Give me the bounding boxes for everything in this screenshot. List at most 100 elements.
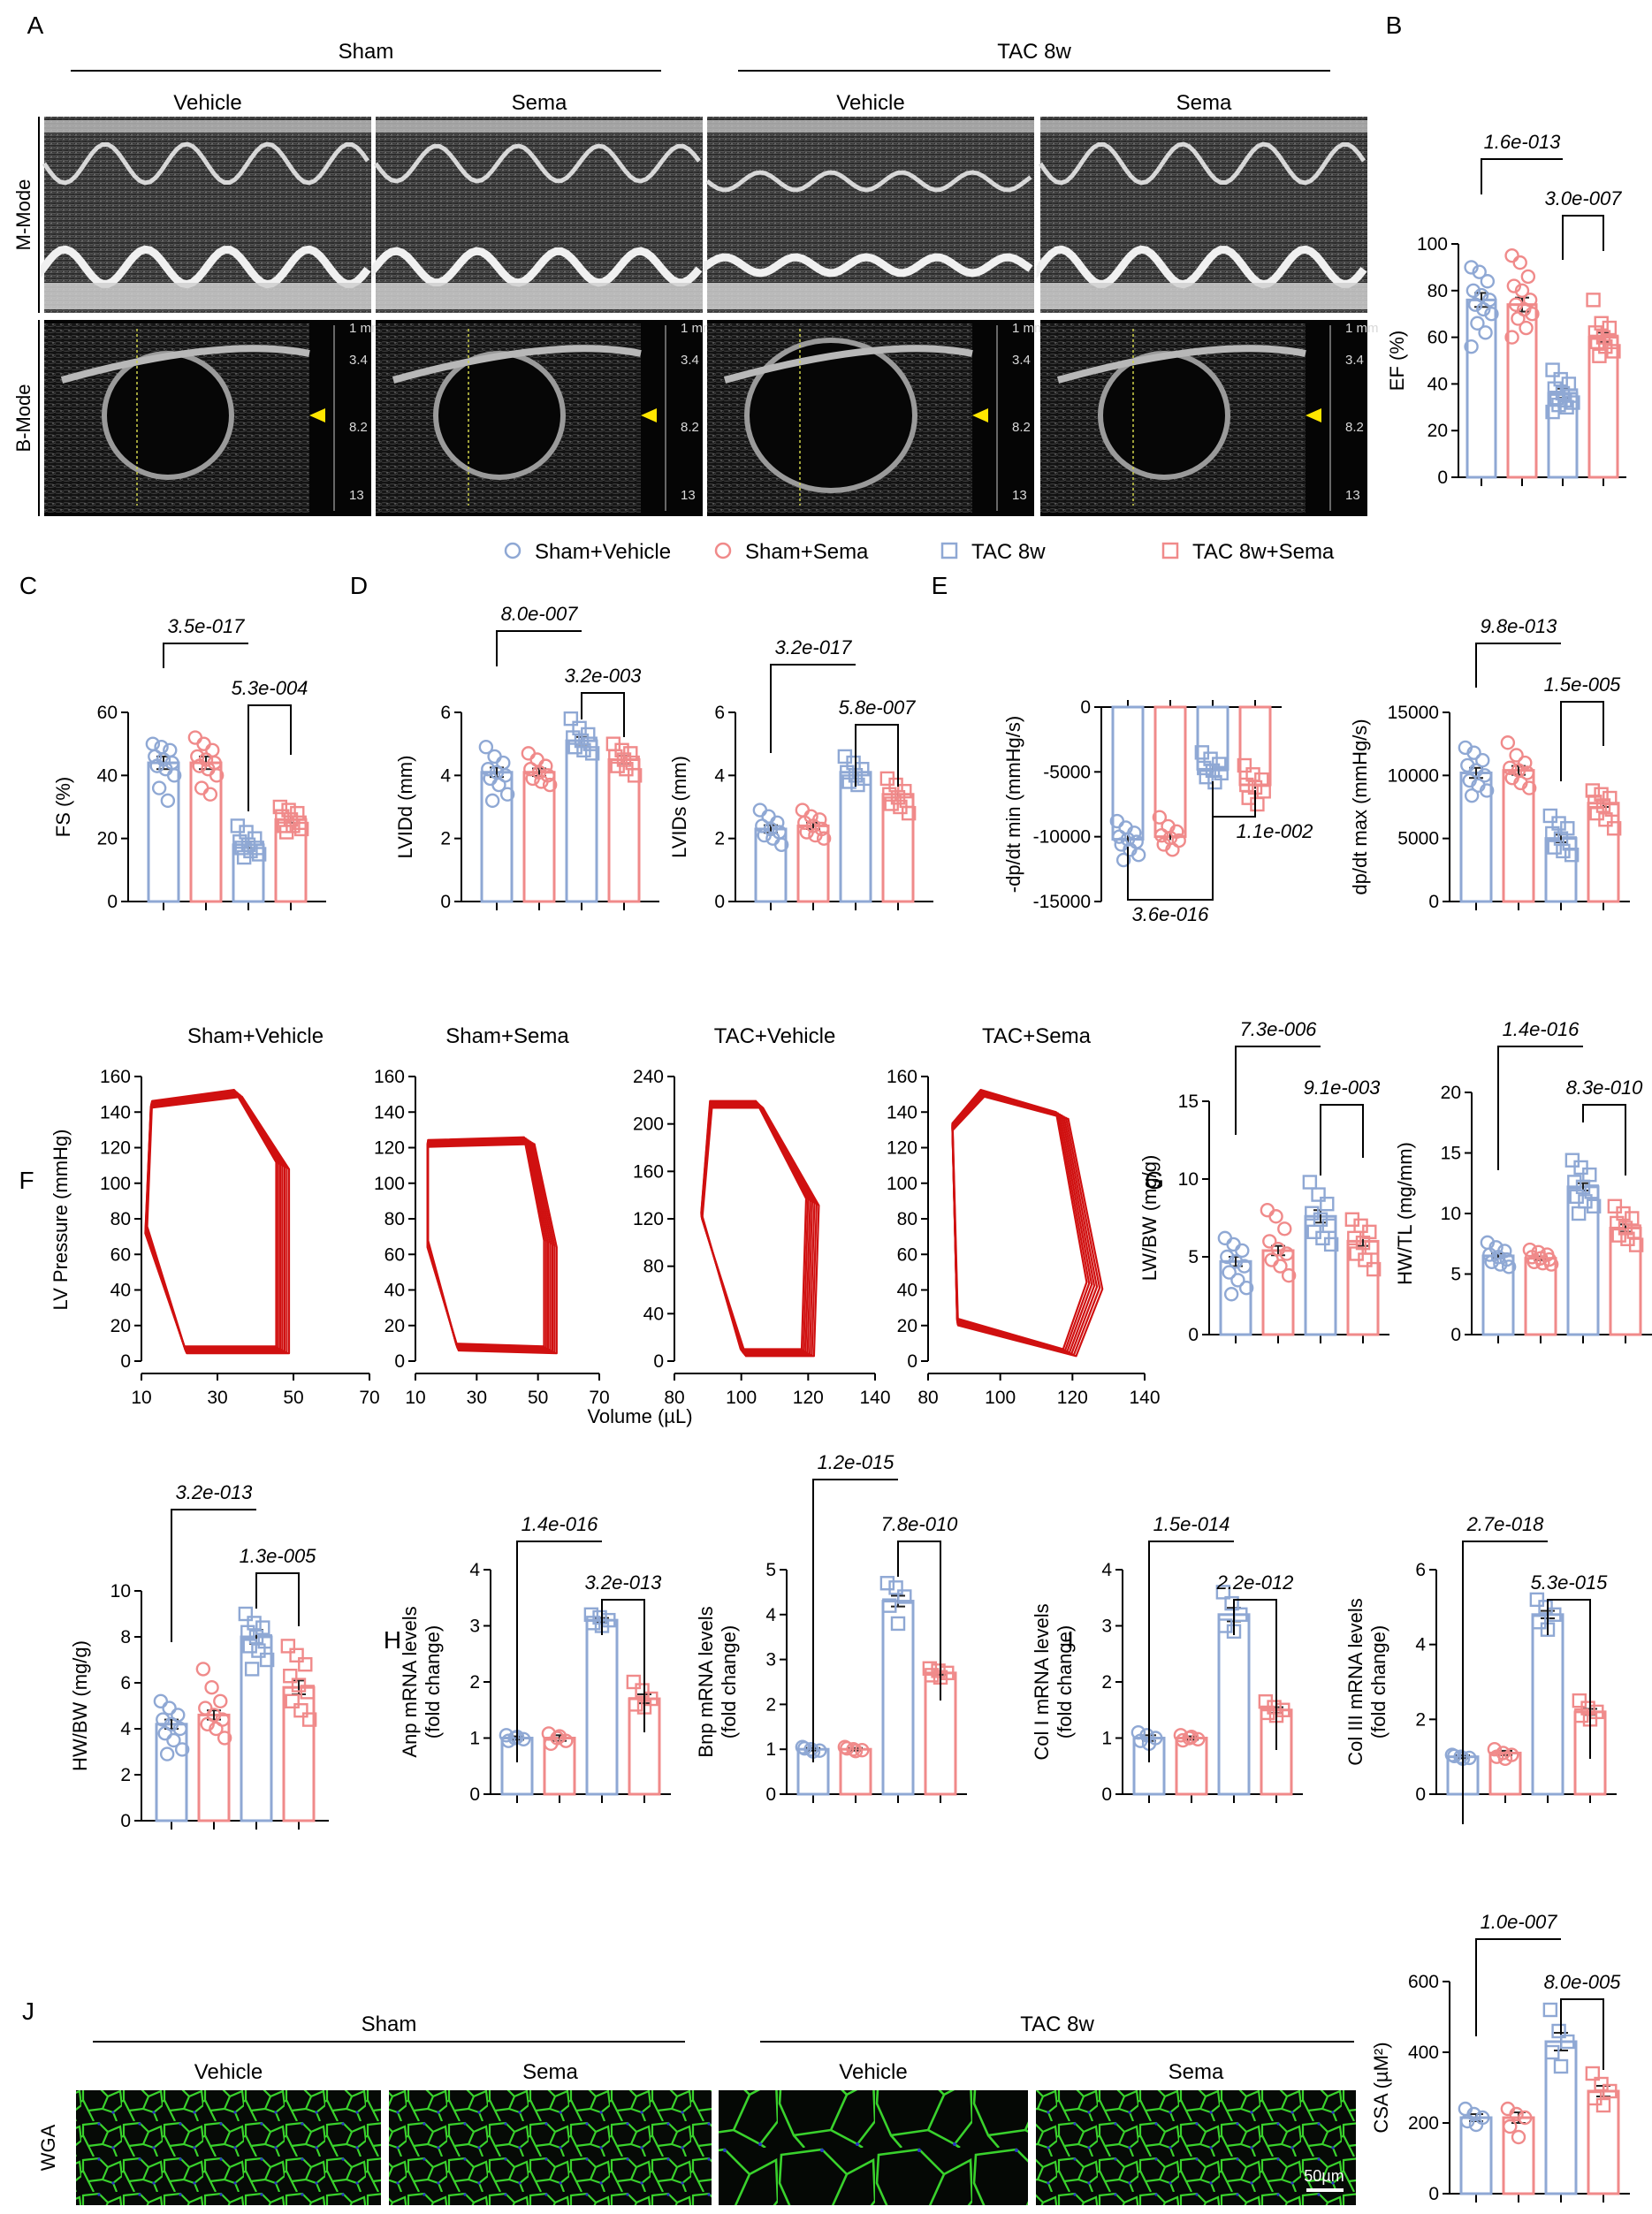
x-tick-label: 50 [283,1388,303,1408]
p-value-label: 9.8e-013 [1481,615,1558,637]
b-mode-scale-mark: 13 [1012,488,1027,503]
y-tick-label: 40 [643,1304,664,1324]
y-tick-label: 4 [714,765,725,786]
data-point [1551,2023,1566,2039]
data-point [879,1576,895,1591]
y-tick-label: 160 [633,1161,664,1182]
data-point [478,740,494,755]
data-point [484,793,500,809]
y-tick-label: 3 [469,1617,480,1637]
legend-marker [714,542,732,559]
data-point [1582,1167,1597,1183]
y-tick-label: 3 [1101,1617,1112,1637]
y-tick-label: 2 [714,829,725,849]
y-axis-label: (fold change) [1054,1625,1076,1738]
data-point [795,803,811,818]
m-mode-image [40,117,371,313]
data-point [1311,1187,1326,1202]
data-point [1497,1751,1513,1766]
data-point [1585,2066,1601,2081]
data-point [1504,248,1519,263]
data-point [1542,808,1558,824]
bar-chart-lvids: 0 2 4 6 LVIDs (mm) 3.2e-017 5.8e-007 [668,636,933,912]
significance-bracket [1475,1938,1561,2036]
wga-image [389,2090,712,2205]
data-point [481,762,496,777]
y-tick-label: 40 [384,1281,405,1301]
data-point [283,1668,298,1684]
data-point [1611,1228,1626,1243]
data-point [1519,320,1534,336]
data-point [1519,765,1534,780]
wga-sub-label: Vehicle [194,2060,263,2084]
y-tick-label: 20 [1427,421,1448,441]
data-point [1543,1257,1559,1272]
significance-bracket [770,664,856,753]
data-point [563,711,579,727]
data-point [280,1639,296,1654]
data-point [1573,1160,1588,1175]
data-point [525,771,540,787]
p-value-label: 8.3e-010 [1566,1077,1644,1099]
significance-bracket [1497,1046,1583,1170]
marker-arrow-icon [309,408,325,422]
data-point [1112,829,1127,844]
data-point [850,777,865,793]
data-point [1152,810,1168,825]
data-point [198,1700,213,1716]
b-mode-scale-mark: 3.4 [349,353,368,368]
bar [1544,2040,1578,2195]
data-point [1514,283,1530,298]
significance-bracket [1233,1599,1277,1750]
p-value-label: 3.2e-017 [775,636,853,658]
y-tick-label: 100 [1417,234,1448,255]
y-axis-label: EF (%) [1386,331,1408,391]
p-value-label: 1.4e-016 [1503,1018,1580,1040]
data-point [1564,1153,1580,1168]
data-point [293,1702,308,1718]
y-tick-label: 2 [469,1672,480,1693]
data-point [499,787,515,802]
p-value-label: 1.2e-015 [818,1451,895,1473]
p-value-label: 3.6e-016 [1132,903,1210,925]
data-point [195,1662,211,1677]
y-tick-label: 60 [110,1244,131,1265]
y-tick-label: 0 [1450,1325,1461,1345]
bar-chart-fs: 0 20 40 60 FS (%) 3.5e-017 5.3e-004 [52,615,326,912]
data-point [626,1674,642,1690]
data-point [1489,1749,1504,1764]
data-point [610,758,625,773]
p-value-label: 2.7e-018 [1466,1513,1545,1535]
y-tick-label: 0 [765,1784,776,1805]
wga-row-label: WGA [37,2124,59,2171]
data-point [757,827,772,843]
data-point [1535,1255,1550,1271]
panel-letter-G: G [1145,1167,1164,1194]
data-point [576,742,591,757]
y-tick-label: 5000 [1397,829,1439,849]
y-tick-label: 200 [633,1115,664,1135]
data-point [1520,269,1536,285]
echo-row-label: B-Mode [12,384,34,452]
y-axis-label: Anp mRNA levels [399,1606,421,1757]
data-point [1511,2129,1526,2145]
echo-sub-label: Vehicle [173,91,241,115]
data-point [1262,1234,1277,1249]
data-point [521,746,537,761]
y-axis-label: Col III mRNA levels [1344,1598,1367,1766]
p-value-label: 5.3e-004 [232,677,308,699]
data-point [293,821,309,837]
y-tick-label: 0 [469,1784,480,1805]
data-point [1467,297,1483,312]
y-tick-label: 8 [120,1627,131,1647]
y-tick-label: 4 [120,1719,131,1739]
data-point [1545,2044,1560,2060]
x-tick-label: 70 [359,1388,379,1408]
y-tick-label: 80 [643,1257,664,1277]
y-tick-label: 10 [1441,1204,1461,1224]
data-point [888,1580,903,1595]
y-tick-label: 0 [653,1351,664,1372]
data-point [1574,1708,1589,1723]
significance-bracket [1475,643,1561,688]
data-point [194,780,209,795]
